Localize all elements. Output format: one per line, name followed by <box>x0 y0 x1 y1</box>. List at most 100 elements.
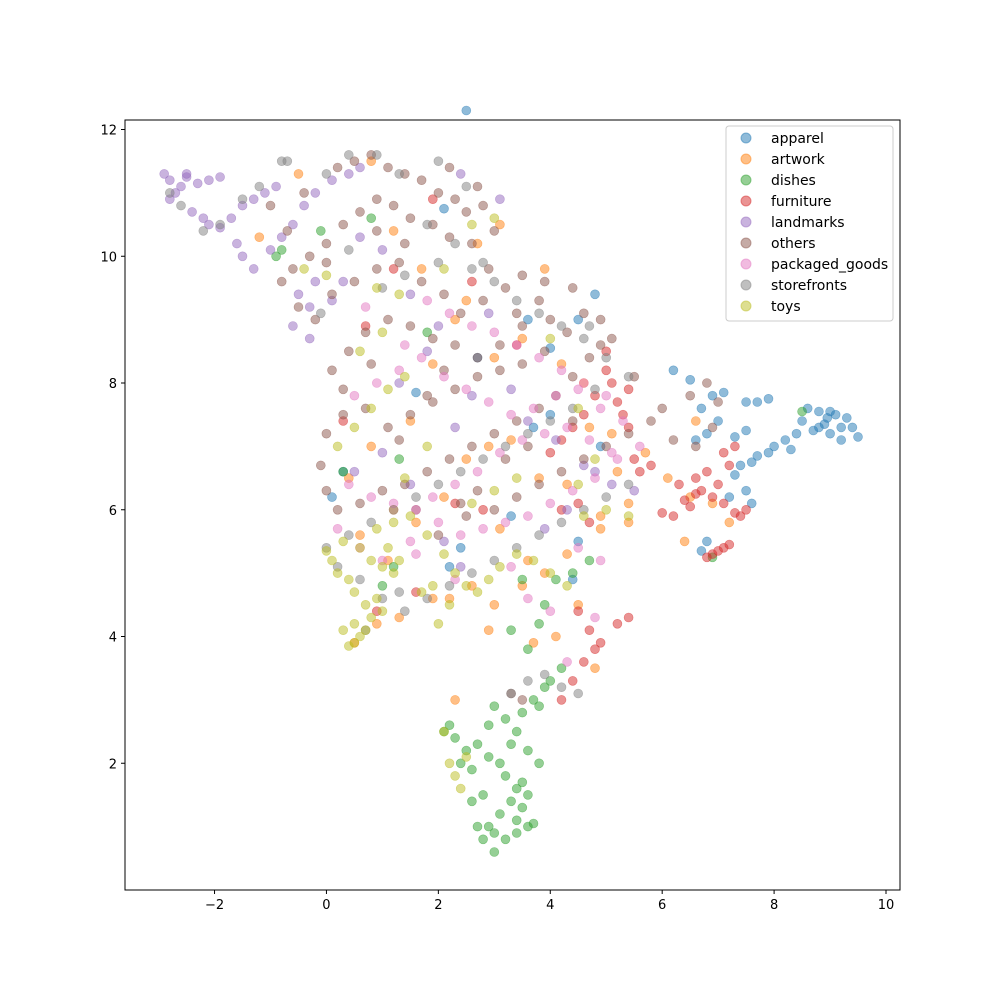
data-point <box>343 150 354 160</box>
data-point <box>489 504 500 515</box>
y-tick-label: 4 <box>109 631 117 646</box>
data-point <box>500 454 511 464</box>
data-point <box>489 276 500 287</box>
data-point <box>455 783 466 794</box>
data-point <box>327 365 337 376</box>
data-point <box>578 657 589 667</box>
data-point <box>371 523 382 534</box>
data-point <box>662 473 673 483</box>
data-point <box>590 644 600 655</box>
data-point <box>724 539 735 550</box>
data-point <box>276 232 287 242</box>
legend-marker <box>740 174 752 186</box>
data-point <box>299 188 309 198</box>
data-point <box>427 580 438 591</box>
data-point <box>534 701 544 712</box>
data-point <box>165 188 175 198</box>
data-point <box>383 162 393 173</box>
legend-label: others <box>771 236 816 252</box>
data-point <box>349 466 360 477</box>
data-point <box>668 511 679 521</box>
data-point <box>595 555 606 566</box>
data-point <box>422 593 433 604</box>
data-point <box>702 552 712 563</box>
data-point <box>192 178 203 189</box>
data-point <box>545 314 556 325</box>
data-point <box>455 498 466 509</box>
data-point <box>713 479 723 490</box>
data-point <box>355 346 365 357</box>
data-point <box>338 536 349 547</box>
data-point <box>461 752 472 762</box>
data-point <box>343 346 354 357</box>
data-point <box>506 511 516 521</box>
data-point <box>489 847 500 857</box>
data-point <box>718 387 729 398</box>
data-point <box>422 346 433 357</box>
data-point <box>461 454 472 464</box>
data-point <box>433 618 444 629</box>
data-point <box>467 764 477 775</box>
data-point <box>343 530 354 540</box>
data-point <box>500 517 511 528</box>
data-point <box>489 485 500 496</box>
data-point <box>450 733 460 743</box>
data-point <box>422 295 433 306</box>
data-point <box>836 422 847 433</box>
data-point <box>741 485 751 496</box>
data-point <box>349 637 360 648</box>
data-point <box>461 384 472 395</box>
data-point <box>511 473 522 483</box>
data-point <box>226 213 237 223</box>
data-point <box>399 606 410 617</box>
data-point <box>685 390 696 401</box>
data-point <box>590 473 600 483</box>
data-point <box>590 612 600 623</box>
data-point <box>416 175 427 185</box>
data-point <box>590 663 600 674</box>
data-point <box>383 314 393 325</box>
data-point <box>427 397 438 407</box>
data-point <box>640 447 651 458</box>
data-point <box>500 441 511 452</box>
data-point <box>461 181 472 192</box>
data-point <box>612 466 623 477</box>
data-point <box>321 169 332 179</box>
data-point <box>668 365 679 376</box>
data-point <box>433 156 444 166</box>
data-point <box>741 504 751 515</box>
data-point <box>371 194 382 204</box>
legend-item-artwork: artwork <box>740 152 826 168</box>
data-point <box>567 371 578 382</box>
legend-label: artwork <box>771 152 826 168</box>
data-point <box>567 485 578 496</box>
data-point <box>377 447 388 458</box>
data-point <box>489 555 500 566</box>
data-point <box>176 181 186 192</box>
data-point <box>439 289 449 300</box>
data-point <box>752 451 763 461</box>
points-layer <box>159 105 863 857</box>
data-point <box>623 498 634 509</box>
data-point <box>489 352 500 363</box>
data-point <box>371 283 382 293</box>
data-point <box>444 580 455 591</box>
plot-frame <box>124 119 901 891</box>
data-point <box>612 618 623 629</box>
data-point <box>332 162 343 173</box>
data-point <box>478 295 488 306</box>
data-point <box>730 432 740 442</box>
data-point <box>315 226 326 236</box>
data-point <box>478 257 488 268</box>
data-point <box>618 416 628 426</box>
data-point <box>545 606 556 617</box>
data-point <box>288 264 298 274</box>
data-point <box>612 397 623 407</box>
data-point <box>534 479 544 490</box>
data-point <box>427 194 438 204</box>
legend-item-others: others <box>740 236 816 252</box>
data-point <box>539 346 550 357</box>
data-point <box>472 371 483 382</box>
data-point <box>450 340 460 350</box>
data-point <box>489 213 500 223</box>
